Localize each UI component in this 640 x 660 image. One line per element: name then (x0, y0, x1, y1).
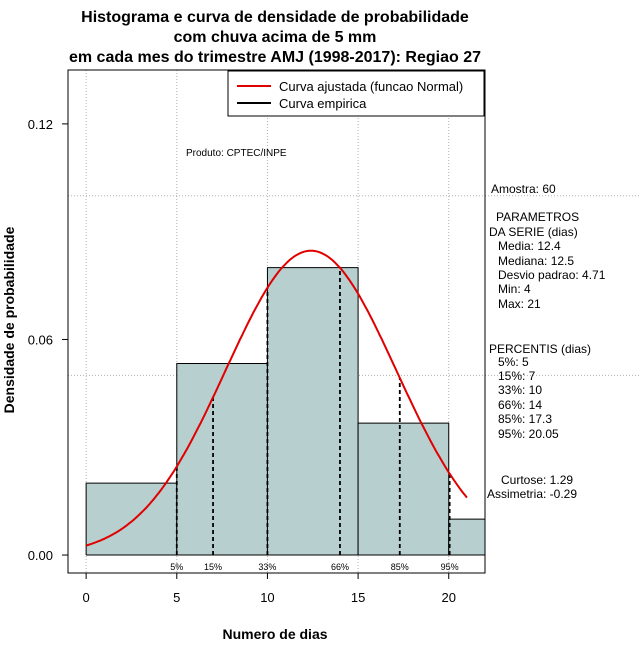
histogram-bar-1 (176, 363, 268, 556)
x-axis: 0 5 10 15 20 (83, 572, 456, 605)
percentile-label-2: 33% (258, 562, 276, 572)
x-tick-label-5: 5 (173, 590, 180, 605)
legend-label-fitted: Curva ajustada (funcao Normal) (279, 79, 463, 94)
title-line-3: em cada mes do trimestre AMJ (1998-2017)… (69, 49, 481, 66)
param-sd: Desvio padrao: 4.71 (498, 268, 606, 282)
histogram-bar-2 (267, 267, 359, 556)
percentile-label-3: 66% (331, 562, 349, 572)
percentil-95: 95%: 20.05 (498, 427, 559, 441)
percentis-title: PERCENTIS (dias) (489, 342, 591, 356)
param-max: Max: 21 (498, 297, 541, 311)
y-axis: 0.00 0.06 0.12 (28, 117, 69, 563)
param-mean: Media: 12.4 (498, 239, 561, 253)
y-tick-label-0: 0.00 (28, 548, 53, 563)
y-tick-label-1: 0.06 (28, 332, 53, 347)
kurtosis: Curtose: 1.29 (501, 473, 573, 487)
histogram-bar-0 (86, 483, 177, 556)
title-line-1: Histograma e curva de densidade de proba… (81, 9, 469, 26)
percentil-66: 66%: 14 (498, 398, 542, 412)
y-axis-title: Densidade de probabilidade (1, 226, 17, 413)
percentil-33: 33%: 10 (498, 383, 542, 397)
x-tick-label-0: 0 (83, 590, 90, 605)
legend: Curva ajustada (funcao Normal) Curva emp… (227, 70, 485, 117)
histogram-bar-3 (358, 423, 449, 556)
stats-panel: Amostra: 60 PARAMETROS DA SERIE (dias) M… (487, 182, 606, 501)
param-median: Mediana: 12.5 (498, 254, 574, 268)
histogram-bars (85, 267, 486, 556)
x-axis-title: Numero de dias (222, 626, 327, 642)
percentil-15: 15%: 7 (498, 369, 536, 383)
title-line-2: com chuva acima de 5 mm (174, 29, 377, 46)
percentil-5: 5%: 5 (498, 355, 529, 369)
percentil-85: 85%: 17.3 (498, 412, 552, 426)
percentile-lines: 5% 15% 33% 66% 85% 95% (170, 267, 459, 572)
params-title-2: DA SERIE (dias) (489, 225, 578, 239)
y-tick-label-2: 0.12 (28, 117, 53, 132)
x-tick-label-15: 15 (351, 590, 365, 605)
x-tick-label-10: 10 (260, 590, 274, 605)
percentile-label-5: 95% (441, 562, 459, 572)
product-annotation: Produto: CPTEC/INPE (186, 148, 287, 159)
percentile-label-1: 15% (204, 562, 222, 572)
chart-title: Histograma e curva de densidade de proba… (69, 9, 481, 66)
percentile-label-4: 85% (391, 562, 409, 572)
sample-size: Amostra: 60 (491, 182, 556, 196)
fitted-normal-curve (85, 249, 468, 547)
fitted-curve-group (85, 249, 468, 547)
params-title-1: PARAMETROS (496, 210, 579, 224)
param-min: Min: 4 (498, 282, 531, 296)
percentile-label-0: 5% (170, 562, 183, 572)
skewness: Assimetria: -0.29 (487, 487, 577, 501)
histogram-bar-outline-3 (357, 422, 450, 556)
legend-label-empirical: Curva empirica (279, 96, 367, 111)
legend-box (227, 70, 485, 117)
x-tick-label-20: 20 (442, 590, 456, 605)
histogram-bar-4 (448, 519, 485, 556)
